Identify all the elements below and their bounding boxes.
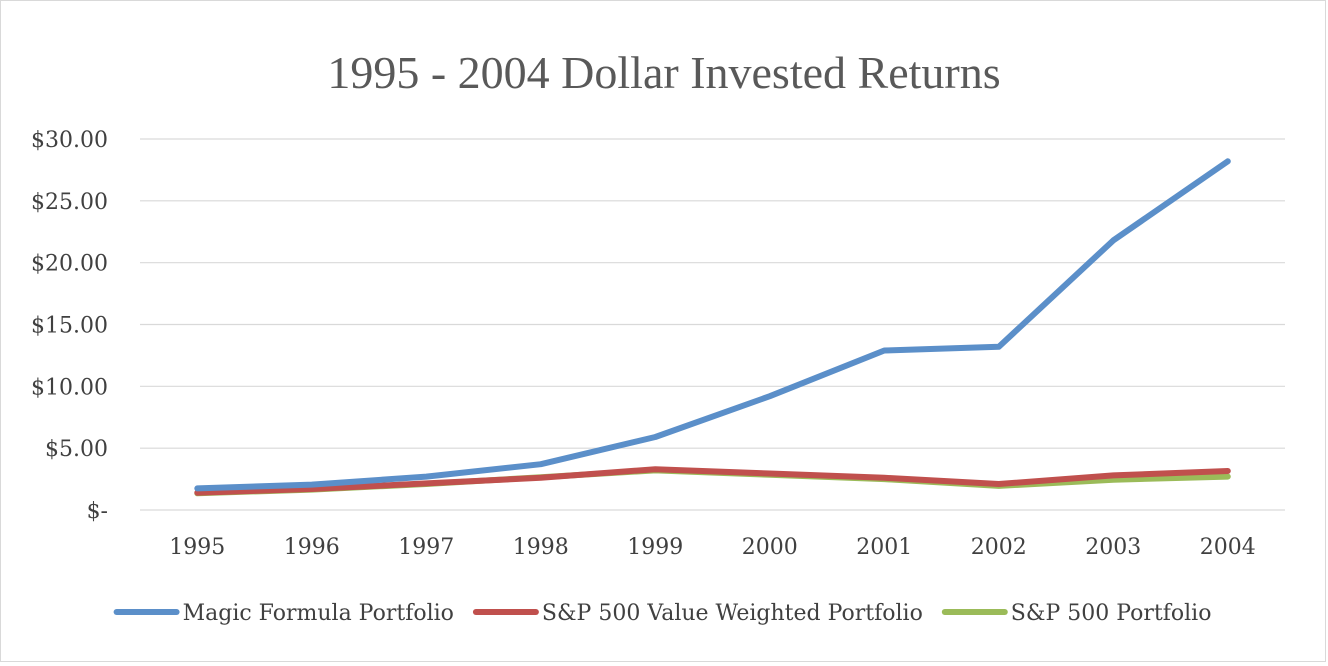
x-tick-label: 1999 [627, 535, 683, 560]
series-line-1 [194, 466, 1231, 496]
gridlines [140, 138, 1285, 511]
legend-item: S&P 500 Value Weighted Portfolio [472, 601, 923, 626]
y-tick-label: $30.00 [31, 128, 108, 153]
legend-label: Magic Formula Portfolio [183, 601, 454, 626]
series-line-0 [194, 158, 1231, 492]
x-axis-tick-labels: 1995 1996 1997 1998 1999 2000 2001 2002 2003 2004 [169, 535, 1256, 560]
x-tick-label: 1996 [284, 535, 340, 560]
x-tick-label: 2002 [971, 535, 1027, 560]
series-lines [194, 158, 1231, 497]
legend: Magic Formula Portfolio S&P 500 Value Wei… [113, 601, 1212, 626]
x-tick-label: 2001 [856, 535, 912, 560]
x-tick-label: 1997 [398, 535, 454, 560]
chart-title: 1995 - 2004 Dollar Invested Returns [327, 47, 1000, 98]
y-tick-label: $25.00 [31, 190, 108, 215]
y-tick-label: $20.00 [31, 252, 108, 277]
legend-item: Magic Formula Portfolio [113, 601, 454, 626]
legend-label: S&P 500 Value Weighted Portfolio [542, 601, 923, 626]
y-tick-label: $15.00 [31, 314, 108, 339]
y-axis-tick-labels: $- $5.00 $10.00 $15.00 $20.00 $25.00 $30.00 [31, 128, 108, 524]
legend-label: S&P 500 Portfolio [1011, 601, 1212, 626]
x-tick-label: 2004 [1200, 535, 1256, 560]
y-tick-label: $5.00 [45, 437, 108, 462]
x-tick-label: 2003 [1085, 535, 1141, 560]
legend-item: S&P 500 Portfolio [941, 601, 1212, 626]
x-tick-label: 2000 [742, 535, 798, 560]
y-tick-label: $- [87, 499, 108, 524]
x-tick-label: 1998 [513, 535, 569, 560]
y-tick-label: $10.00 [31, 375, 108, 400]
x-tick-label: 1995 [169, 535, 225, 560]
